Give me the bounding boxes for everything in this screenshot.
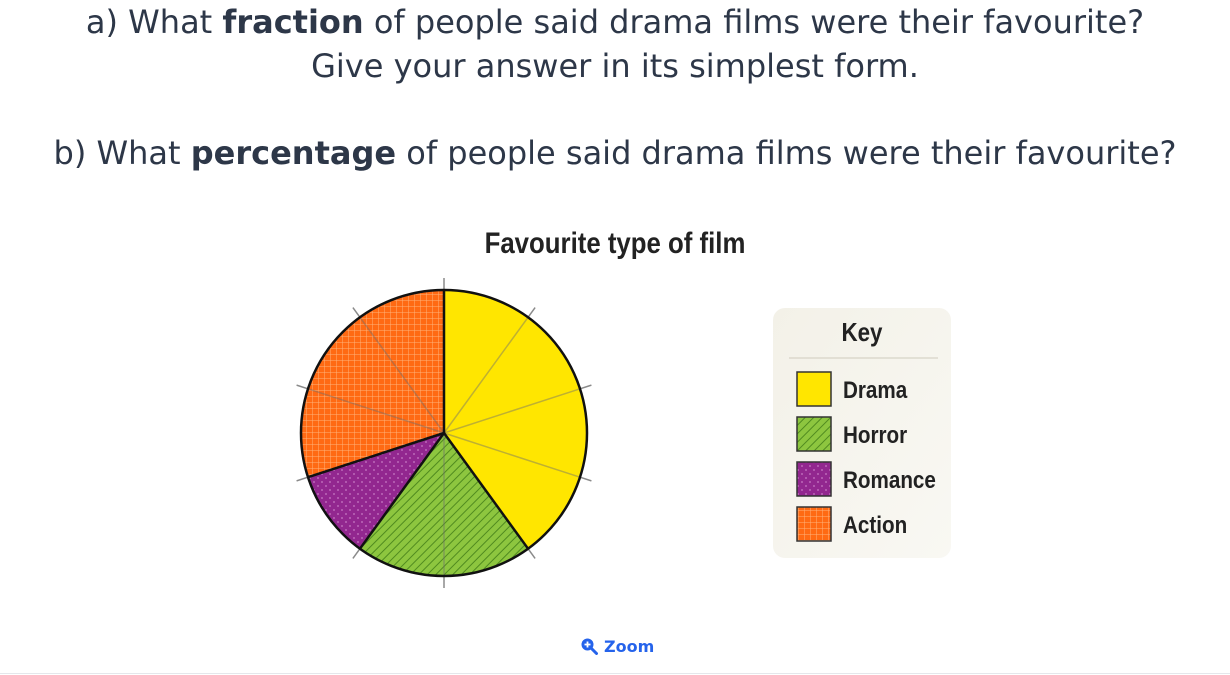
zoom-in-icon [581,638,598,655]
zoom-button[interactable]: Zoom [580,633,654,659]
question-a-line1: a) What fraction of people said drama fi… [85,3,1145,41]
sector-divider [443,388,581,434]
legend-title: Key [841,318,882,347]
pie-slice-drama [444,290,588,549]
legend-label-romance: Romance [843,467,936,494]
pie-slice-romance [307,433,444,549]
question-a-line2: Give your answer in its simplest form. [311,47,919,85]
question-a-keyword: fraction [222,3,364,41]
pie-slice-horror [359,433,529,576]
legend-swatch-horror [796,416,832,452]
legend-swatch-action [796,506,832,542]
slice-boundary [358,432,446,550]
sector-divider [359,316,445,434]
bottom-divider [0,673,1230,674]
sector-divider [443,316,529,434]
legend: Key Drama Horror Romance Action [773,308,951,558]
legend-swatch-drama [796,371,832,407]
slice-boundary [442,432,530,550]
legend-label-drama: Drama [843,377,908,404]
legend-label-horror: Horror [843,422,907,449]
legend-label-action: Action [843,512,907,539]
pie-slices [301,290,588,576]
question-b-keyword: percentage [190,134,397,172]
pie-slice-action [301,290,444,478]
sector-divider [307,388,445,434]
zoom-label: Zoom [604,636,655,656]
sector-divider [443,432,581,478]
pie-outline [299,288,589,578]
slice-boundary [307,431,445,479]
question-b: b) What percentage of people said drama … [53,134,1177,172]
sector-lines [307,290,581,576]
legend-swatch-romance [796,461,832,497]
chart-title: Favourite type of film [485,226,746,259]
